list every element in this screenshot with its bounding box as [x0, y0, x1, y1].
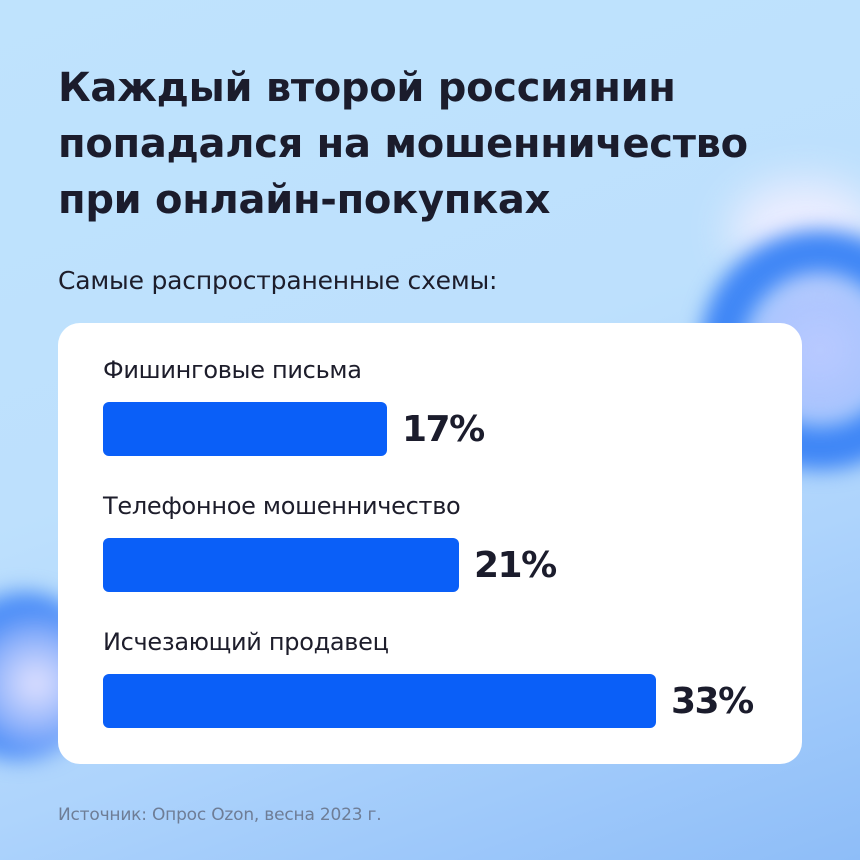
chart-row-phone-fraud: Телефонное мошенничество 21% — [103, 491, 557, 592]
bar — [103, 538, 459, 592]
row-label: Исчезающий продавец — [103, 628, 389, 656]
row-label: Телефонное мошенничество — [103, 492, 461, 520]
title-line-1: Каждый второй россиянин — [58, 65, 676, 111]
chart-subtitle: Самые распространенные схемы: — [58, 266, 498, 295]
source-note: Источник: Опрос Ozon, весна 2023 г. — [58, 805, 382, 825]
value-label: 21% — [474, 544, 557, 586]
chart-row-phishing: Фишинговые письма 17% — [103, 355, 485, 456]
title-line-2: попадался на мошенничество — [58, 121, 748, 167]
chart-row-vanishing-seller: Исчезающий продавец 33% — [103, 627, 754, 728]
title-line-3: при онлайн-покупках — [58, 177, 551, 223]
page-title: Каждый второй россиянин попадался на мош… — [58, 60, 818, 228]
value-label: 17% — [402, 408, 485, 450]
value-label: 33% — [671, 680, 754, 722]
bar — [103, 674, 656, 728]
row-label: Фишинговые письма — [103, 356, 362, 384]
bar — [103, 402, 387, 456]
chart-card: Фишинговые письма 17% Телефонное мошенни… — [58, 323, 802, 764]
